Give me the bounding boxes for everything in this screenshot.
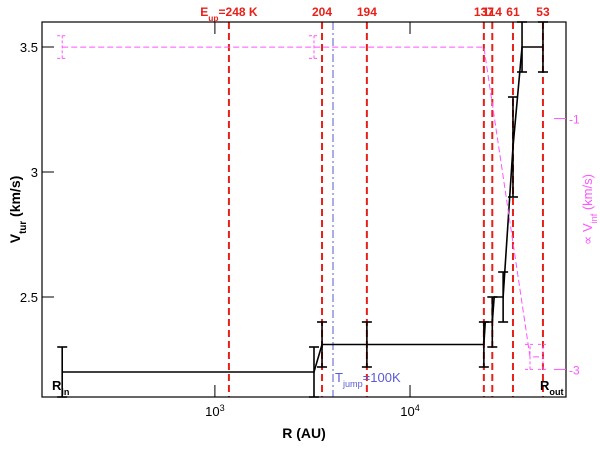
y2-axis-label-part: ∝: [580, 232, 595, 245]
y2-tick-label: -1: [569, 113, 580, 127]
x-tick-label-part: 3: [220, 403, 225, 413]
r-in-label-part: R: [52, 378, 62, 393]
error-bar: [507, 96, 518, 198]
series-line: [62, 46, 543, 373]
x-tick-label-part: 4: [415, 403, 420, 413]
tjump-label-part: T: [335, 370, 343, 385]
error-bar: [361, 321, 372, 368]
x-tick-label-part: 10: [205, 404, 219, 419]
energy-label-part: 53: [536, 5, 550, 19]
y-axis-label-part: tur: [18, 221, 29, 234]
series-line: [62, 46, 543, 358]
x-axis-label: R (AU): [282, 425, 326, 441]
error-bar: [525, 343, 536, 370]
error-bar: [478, 321, 489, 368]
y2-axis-label: ∝ Vinf (km/s): [580, 174, 599, 245]
energy-label-part: 204: [312, 5, 332, 19]
error-bar: [317, 321, 328, 368]
energy-label: 137: [474, 5, 494, 19]
y2-tick-label: -3: [569, 363, 580, 377]
energy-label-part: E: [200, 5, 208, 19]
y-axis-label-part: (km/s): [7, 176, 23, 221]
r-in-label: Rin: [52, 378, 69, 397]
x-tick-label: 104: [400, 403, 420, 419]
y-axis-label: Vtur (km/s): [7, 176, 29, 244]
energy-label: 53: [536, 5, 550, 19]
y-tick-label: 3.5: [20, 40, 38, 55]
error-bar: [537, 343, 548, 370]
x-tick-label: 103: [205, 403, 225, 419]
tjump-label-part: =100K: [363, 370, 401, 385]
error-bar: [308, 35, 319, 59]
error-bar: [498, 271, 509, 323]
energy-label: 114: [483, 5, 503, 19]
energy-label-part: 61: [506, 5, 520, 19]
y-tick-label: 3: [31, 165, 38, 180]
energy-label: Eup=248 K: [200, 5, 258, 23]
tjump-label-part: jump: [342, 379, 363, 389]
energy-label: 61: [506, 5, 520, 19]
r-in-label-part: in: [61, 387, 69, 397]
energy-label-part: 137: [474, 5, 494, 19]
r-out-label-part: R: [540, 378, 550, 393]
energy-label-part: up: [208, 13, 218, 23]
x-tick-label-part: 10: [400, 404, 414, 419]
energy-label: 204: [312, 5, 332, 19]
error-bar: [487, 296, 498, 348]
y-axis-label-part: V: [7, 233, 23, 243]
r-out-label-part: out: [549, 387, 563, 397]
energy-label: 194: [357, 5, 377, 19]
r-out-label: Rout: [540, 378, 564, 397]
y-tick-label: 2.5: [20, 290, 38, 305]
y2-axis-label-part: inf: [589, 213, 599, 223]
error-bar: [57, 35, 68, 59]
y2-axis-label-part: (km/s): [580, 174, 595, 214]
energy-label-part: 114: [483, 5, 503, 19]
y2-axis-label-part: V: [580, 223, 595, 232]
energy-label-part: =248 K: [219, 5, 258, 19]
tjump-label: Tjump=100K: [335, 370, 401, 389]
plot-frame: [41, 21, 567, 398]
energy-label-part: 194: [357, 5, 377, 19]
